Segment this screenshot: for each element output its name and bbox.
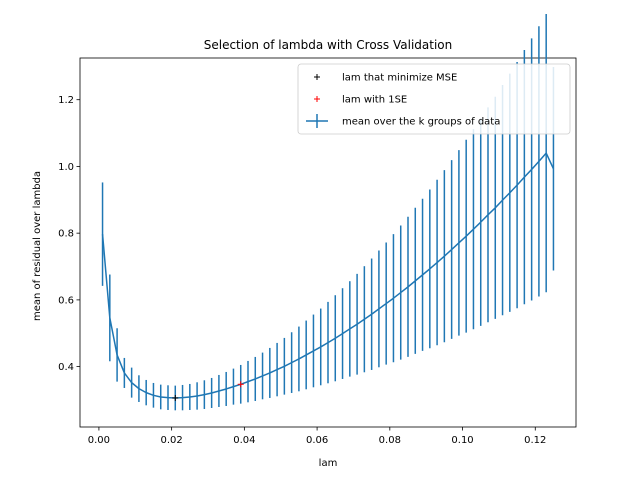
legend-item: lam with 1SE: [314, 95, 407, 106]
legend-item: mean over the k groups of data: [306, 114, 500, 128]
legend: lam that minimize MSE lam with 1SE mean ov…: [297, 63, 571, 135]
legend-marker: [314, 74, 320, 80]
y-axis-label: mean of residual over lambda: [32, 171, 43, 321]
legend-item: lam that minimize MSE: [314, 73, 457, 84]
x-tick-label: 0.04: [233, 435, 255, 446]
y-tick-label: 1.2: [58, 95, 74, 106]
y-axis: 0.4 0.6 0.8 1.0 1.2: [58, 95, 80, 373]
legend-label: lam with 1SE: [342, 95, 407, 106]
y-tick-label: 1.0: [58, 162, 74, 173]
one-se-marker: [237, 381, 244, 388]
y-tick-label: 0.8: [58, 229, 74, 240]
x-tick-label: 0.10: [451, 435, 473, 446]
legend-marker: [314, 96, 320, 102]
y-tick-label: 0.6: [58, 295, 74, 306]
x-axis-label: lam: [319, 458, 338, 469]
y-tick-label: 0.4: [58, 362, 74, 373]
x-tick-label: 0.02: [161, 435, 183, 446]
markers: [172, 381, 244, 401]
x-tick-label: 0.06: [306, 435, 328, 446]
x-tick-label: 0.08: [379, 435, 401, 446]
min-mse-marker: [172, 394, 179, 401]
x-axis: 0.00 0.02 0.04 0.06 0.08 0.10 0.12: [88, 427, 546, 446]
legend-label: mean over the k groups of data: [342, 117, 500, 128]
plot-area: [79, 57, 577, 428]
chart-title: Selection of lambda with Cross Validatio…: [204, 38, 453, 52]
x-tick-label: 0.12: [524, 435, 546, 446]
legend-label: lam that minimize MSE: [342, 73, 457, 84]
plot-frame: [79, 57, 577, 428]
x-tick-label: 0.00: [88, 435, 110, 446]
legend-box: [297, 63, 571, 135]
